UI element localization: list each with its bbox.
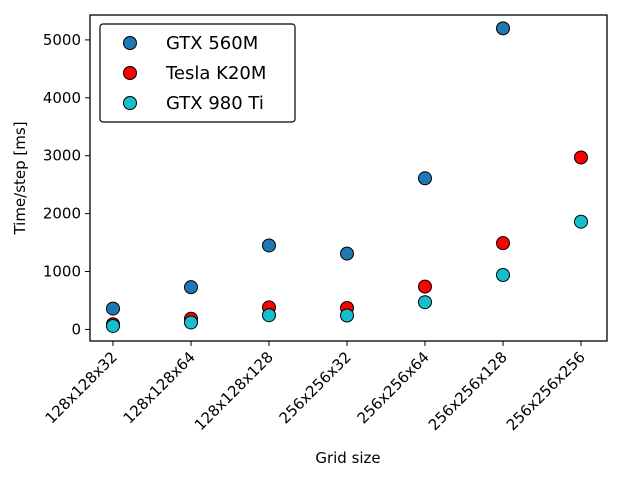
data-point-gtx-980-ti: [496, 267, 510, 282]
legend-marker-gtx-560m: [123, 36, 137, 50]
legend-label-gtx-560m: GTX 560M: [166, 33, 258, 54]
data-point-gtx-560m: [418, 171, 432, 186]
plot-frame: [89, 14, 608, 342]
x-tick-label: 256x256x32: [276, 348, 355, 427]
x-tick-label: 128x128x32: [42, 348, 121, 427]
data-point-tesla-k20m: [574, 150, 588, 165]
data-point-gtx-980-ti: [418, 295, 432, 310]
y-tick-label: 0: [71, 320, 81, 338]
legend-marker-tesla-k20m: [123, 66, 137, 80]
legend-marker-gtx-980ti: [123, 96, 137, 110]
data-point-gtx-980-ti: [184, 315, 198, 330]
data-point-tesla-k20m: [496, 236, 510, 251]
x-tick-label: 128x128x64: [120, 348, 199, 427]
x-tick-label: 256x256x128: [425, 348, 511, 434]
x-axis-label: Grid size: [315, 449, 380, 467]
y-tick-label: 2000: [43, 205, 81, 223]
data-points: [106, 21, 588, 333]
y-tick-label: 3000: [43, 147, 81, 165]
data-point-tesla-k20m: [418, 279, 432, 294]
legend-box: [99, 23, 296, 123]
x-tick-label: 256x256x64: [354, 348, 433, 427]
y-tick-label: 4000: [43, 89, 81, 107]
y-axis-label: Time/step [ms]: [11, 121, 29, 235]
data-point-gtx-980-ti: [106, 318, 120, 333]
x-tick-label: 256x256x256: [503, 348, 589, 434]
data-point-gtx-560m: [496, 21, 510, 36]
legend: GTX 560M Tesla K20M GTX 980 Ti: [99, 23, 296, 123]
x-axis: 128x128x32128x128x64128x128x128256x256x3…: [42, 341, 589, 434]
data-point-gtx-560m: [184, 280, 198, 295]
legend-label-tesla-k20m: Tesla K20M: [165, 63, 266, 84]
data-point-gtx-560m: [106, 301, 120, 316]
data-point-gtx-980-ti: [340, 308, 354, 323]
data-point-gtx-560m: [262, 238, 276, 253]
data-point-gtx-980-ti: [262, 308, 276, 323]
y-tick-label: 5000: [43, 31, 81, 49]
x-tick-label: 128x128x128: [191, 348, 277, 434]
legend-label-gtx-980ti: GTX 980 Ti: [166, 93, 264, 114]
y-axis: 0 1000 2000 3000 4000 5000: [43, 31, 90, 338]
y-tick-label: 1000: [43, 263, 81, 281]
data-point-gtx-560m: [340, 246, 354, 261]
data-point-gtx-980-ti: [574, 214, 588, 229]
